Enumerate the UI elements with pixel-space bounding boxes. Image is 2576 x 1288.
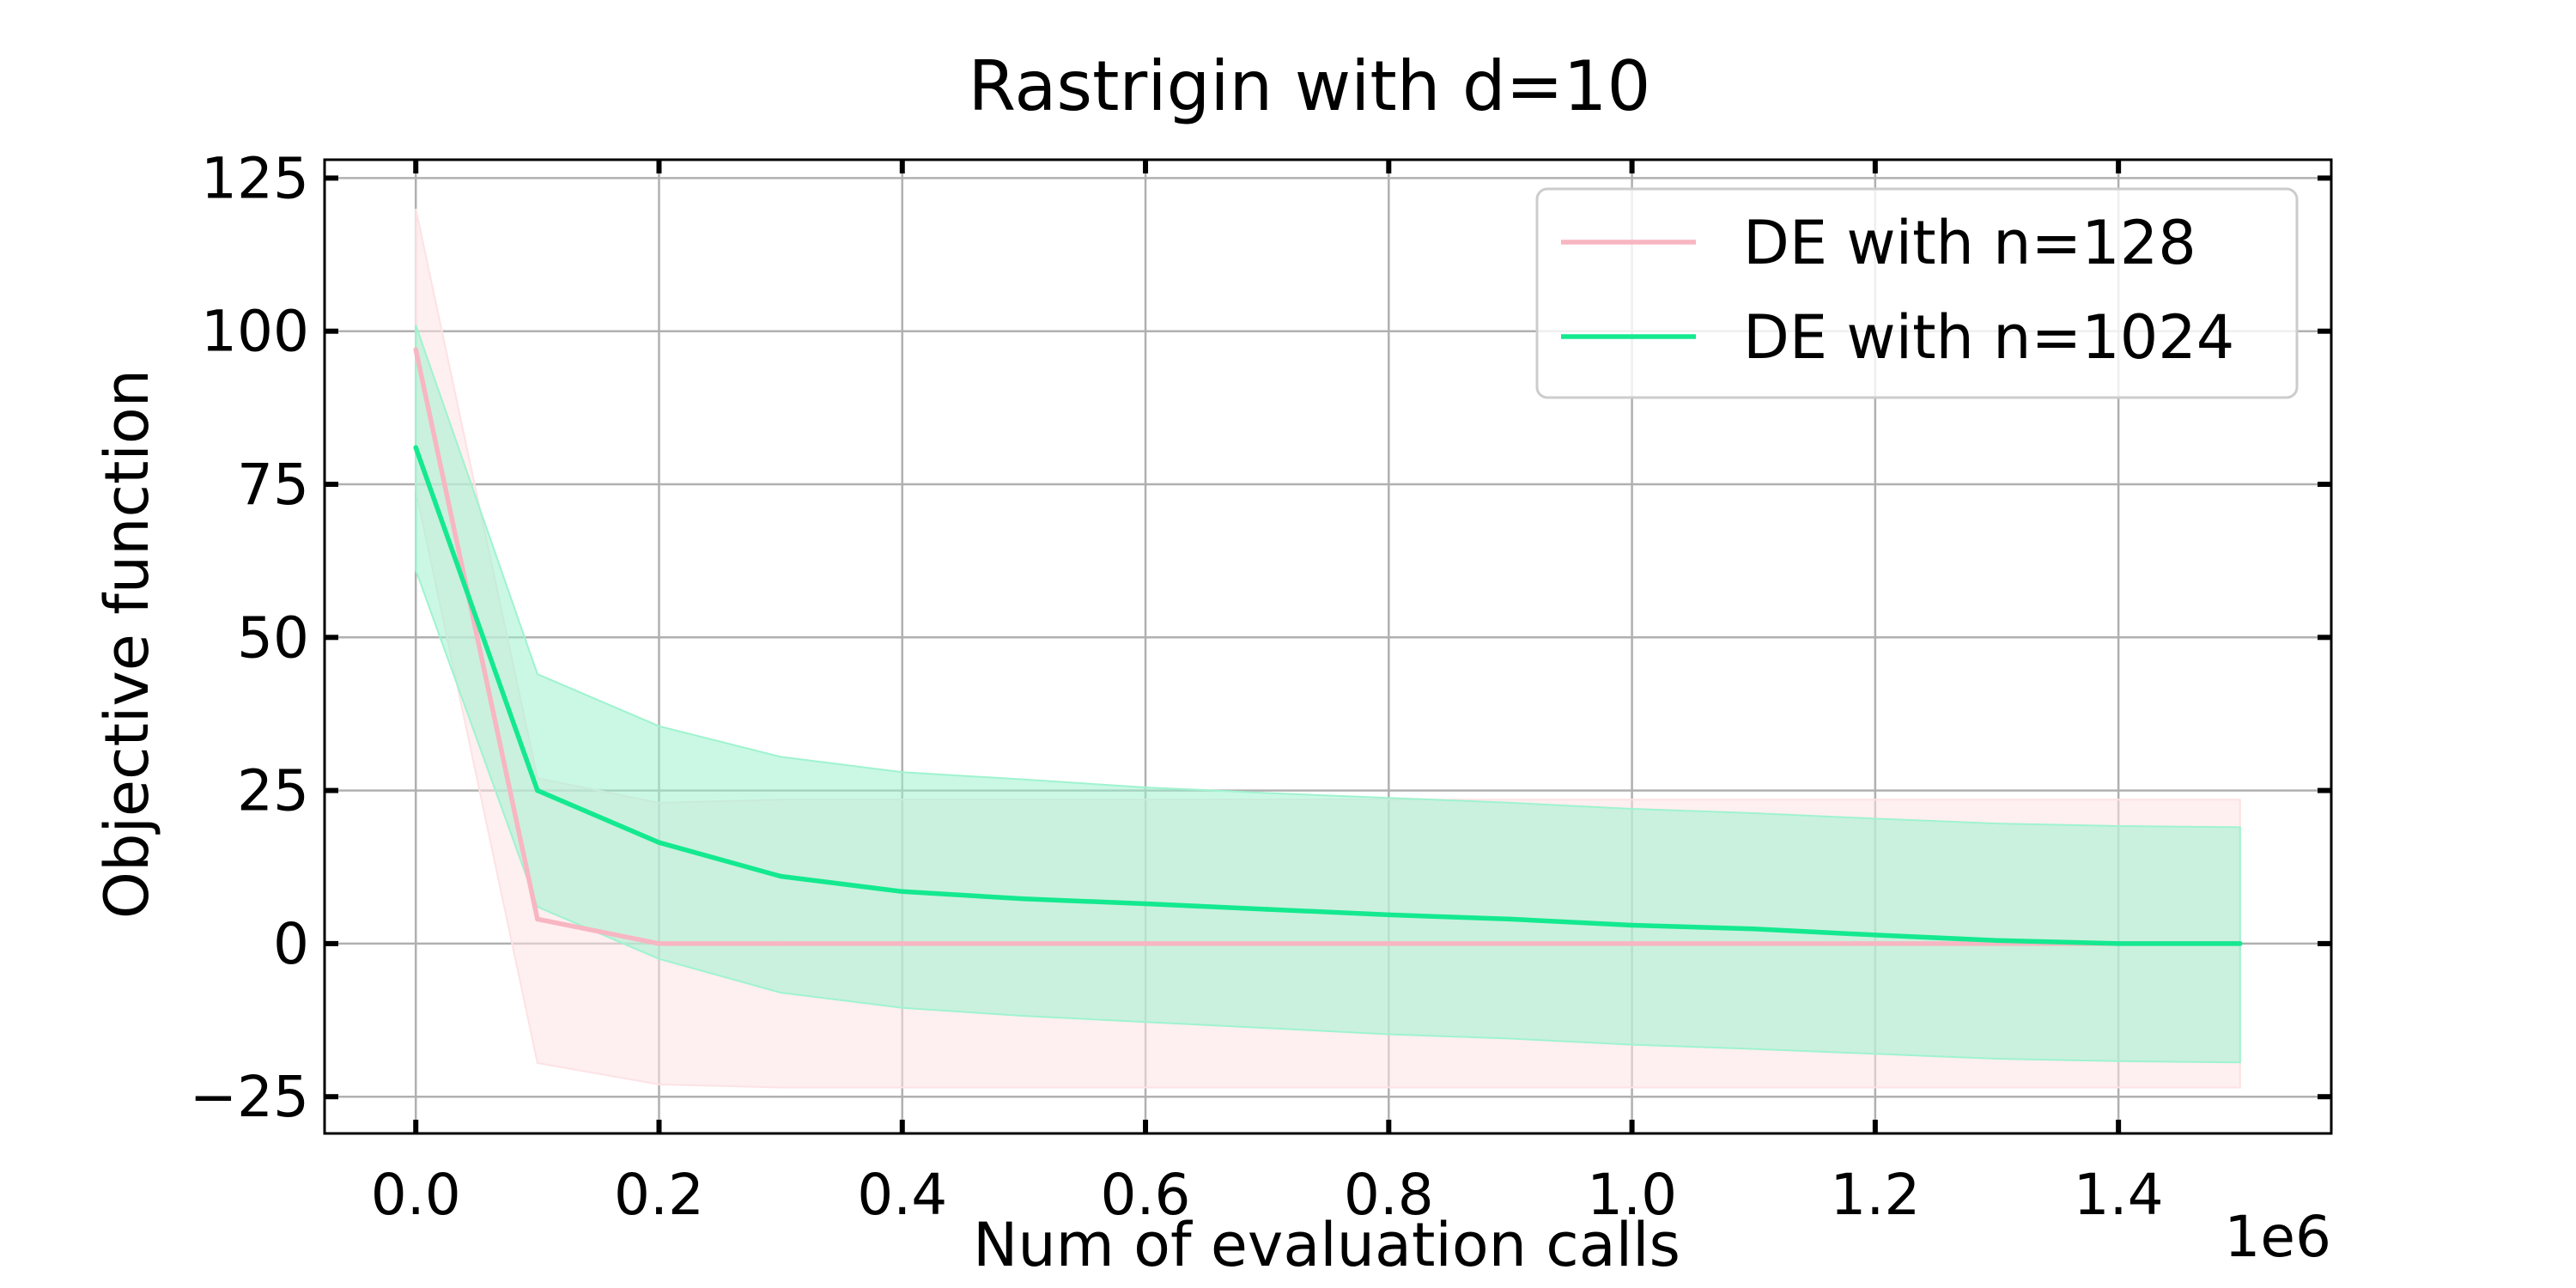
plot-frame: [323, 158, 2333, 1135]
series-lines: [413, 347, 2243, 946]
point-series-1-6: [1143, 901, 1148, 907]
point-series-1-9: [1508, 916, 1513, 922]
y-tick-label: 100: [201, 299, 309, 365]
y-tick-label: 125: [201, 145, 309, 211]
point-series-0-2: [656, 941, 662, 946]
legend-label-0: DE with n=128: [1743, 208, 2196, 278]
point-series-1-3: [778, 873, 783, 879]
confidence-bands: [415, 208, 2241, 1089]
legend-label-1: DE with n=1024: [1743, 302, 2234, 373]
x-tick-label: 0.2: [614, 1162, 704, 1228]
x-offset-label: 1e6: [2224, 1204, 2331, 1270]
axis-ticks: 0.0 0.2 0.4 0.6 0.8 1.0 1.2 1.4 −25 0 25 50 75 100 125: [190, 145, 2331, 1228]
point-series-1-2: [656, 840, 662, 846]
y-tick-label: 25: [237, 758, 309, 824]
point-series-0-10: [1629, 941, 1635, 946]
band-series-1: [415, 325, 2241, 1064]
point-series-1-8: [1386, 912, 1392, 918]
x-tick-label: 0.6: [1101, 1162, 1191, 1228]
y-tick-label: −25: [190, 1064, 309, 1130]
legend: DE with n=128 DE with n=1024: [1535, 187, 2299, 399]
y-axis-label: Objective function: [92, 369, 162, 919]
point-series-1-15: [2237, 941, 2243, 946]
point-series-0-12: [1873, 941, 1878, 946]
point-series-0-7: [1264, 941, 1270, 946]
y-tick-label: 75: [237, 452, 309, 518]
x-tick-label: 1.4: [2074, 1162, 2164, 1228]
point-series-1-7: [1264, 907, 1270, 912]
point-series-0-4: [899, 941, 905, 946]
point-series-0-8: [1386, 941, 1392, 946]
x-tick-label: 1.2: [1830, 1162, 1920, 1228]
point-series-1-14: [2116, 941, 2121, 946]
point-series-1-11: [1751, 926, 1757, 932]
point-series-1-5: [1021, 896, 1027, 902]
x-tick-label: 1.0: [1587, 1162, 1677, 1228]
x-tick-label: 0.4: [857, 1162, 947, 1228]
point-series-1-12: [1873, 933, 1878, 938]
y-tick-label: 50: [237, 605, 309, 671]
point-series-1-1: [535, 787, 540, 793]
x-tick-label: 0.0: [371, 1162, 461, 1228]
point-series-1-4: [899, 889, 905, 895]
legend-box: [1535, 187, 2299, 399]
point-series-1-10: [1629, 922, 1635, 928]
point-series-0-1: [535, 916, 540, 922]
line-series-0: [413, 349, 2240, 946]
x-axis-label: Num of evaluation calls: [973, 1210, 1680, 1280]
chart-title: Rastrigin with d=10: [969, 46, 1651, 126]
y-tick-label: 0: [273, 911, 309, 977]
point-series-0-0: [413, 347, 419, 352]
point-series-1-13: [1994, 938, 2000, 944]
point-series-0-11: [1751, 941, 1757, 946]
line-series-1: [413, 447, 2240, 946]
x-tick-label: 0.8: [1344, 1162, 1434, 1228]
point-series-0-3: [778, 941, 783, 946]
point-series-0-6: [1143, 941, 1148, 946]
point-series-0-5: [1021, 941, 1027, 946]
point-series-1-0: [413, 445, 419, 451]
point-series-0-9: [1508, 941, 1513, 946]
